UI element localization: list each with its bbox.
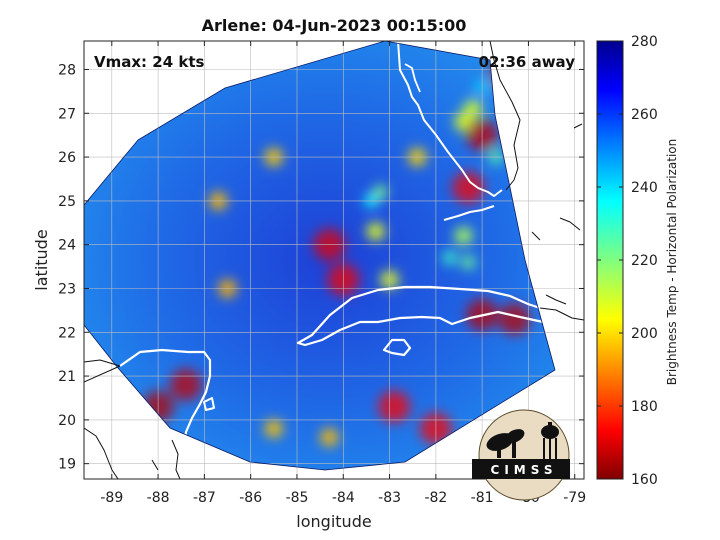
y-tick-label-0: 19 [58, 457, 76, 473]
y-tick-label-4: 23 [58, 282, 76, 298]
x-tick-label-0: -89 [100, 490, 123, 506]
y-tick-label-2: 21 [58, 369, 76, 385]
coastline-florida [397, 41, 503, 197]
brightness-feature-1 [373, 185, 388, 200]
x-tick-label-2: -87 [193, 490, 216, 506]
coastlines [84, 41, 584, 479]
cimss-logo: CIMSS [472, 409, 570, 501]
colorbar-tick-label-3: 220 [631, 253, 658, 269]
grid-lines [84, 41, 584, 479]
colorbar-tick-label-5: 260 [631, 107, 658, 123]
colorbar-tick-label-1: 180 [631, 399, 658, 415]
brightness-feature-19 [452, 171, 485, 204]
x-tick-label-10: -79 [563, 490, 586, 506]
y-tick-label-1: 20 [58, 413, 76, 429]
brightness-feature-7 [366, 222, 385, 241]
x-tick-label-1: -88 [147, 490, 170, 506]
logo-water-tower-icon [541, 422, 559, 460]
vmax-label: Vmax: 24 kts [94, 53, 204, 71]
coastline-florida-keys [443, 205, 495, 221]
brightness-feature-23 [498, 303, 531, 336]
y-tick-label-5: 24 [58, 238, 76, 254]
coastline-cuba-east [539, 307, 584, 321]
y-axis-label: latitude [32, 229, 51, 290]
coastline-yucatan-outer [84, 359, 121, 367]
figure-title: Arlene: 04-Jun-2023 00:15:00 [202, 16, 467, 35]
axes-frame [83, 40, 585, 480]
coastline-yucatan-gulf [84, 365, 121, 383]
coastline-belize [84, 427, 181, 479]
logo-dish-icon [486, 429, 525, 458]
coastline-florida-bigbend [404, 63, 421, 93]
coastline-bahamas [531, 123, 583, 305]
coastline-yucatan [119, 348, 212, 445]
brightness-feature-14 [264, 419, 283, 438]
x-tick-label-7: -82 [424, 490, 447, 506]
swath-outline [84, 41, 556, 471]
coastline-florida-east [489, 41, 521, 191]
x-tick-label-4: -85 [286, 490, 309, 506]
y-tick-label-8: 27 [58, 106, 76, 122]
colorbar-ticks: 160 180 200 220 240 260 280 [597, 34, 658, 488]
y-tick-label-7: 26 [58, 150, 76, 166]
logo-text: CIMSS [491, 463, 558, 477]
away-label: 02:36 away [479, 53, 576, 71]
brightness-feature-8 [454, 226, 473, 245]
brightness-feature-21 [169, 368, 202, 401]
x-tick-label-6: -83 [378, 490, 401, 506]
x-axis-label: longitude [296, 512, 371, 531]
x-tick-label-3: -86 [239, 490, 262, 506]
x-tick-label-8: -81 [471, 490, 494, 506]
coastline-cuba [296, 285, 550, 347]
coastline-isla-juventud [382, 338, 412, 357]
x-axis-ticks: -89-88-87-86-85-84-83-82-81-80-79 [100, 41, 586, 506]
coastline-cozumel [203, 397, 215, 411]
brightness-feature-2 [442, 250, 457, 265]
brightness-feature-27 [378, 390, 411, 423]
y-tick-label-6: 25 [58, 194, 76, 210]
colorbar-tick-label-4: 240 [631, 180, 658, 196]
y-tick-label-9: 28 [58, 63, 76, 79]
brightness-feature-10 [454, 113, 473, 131]
y-axis-ticks: 19 20 21 22 23 24 25 26 27 28 [58, 63, 584, 473]
colorbar-label: Brightness Temp - Horizontal Polarizatio… [665, 139, 679, 386]
y-tick-label-3: 22 [58, 325, 76, 341]
colorbar-tick-label-2: 200 [631, 326, 658, 342]
brightness-feature-15 [320, 428, 339, 447]
brightness-feature-3 [461, 255, 476, 270]
colorbar-tick-label-0: 160 [631, 472, 658, 488]
x-tick-label-5: -84 [332, 490, 355, 506]
logo-banner [472, 459, 570, 479]
colorbar-tick-label-6: 280 [631, 34, 658, 50]
